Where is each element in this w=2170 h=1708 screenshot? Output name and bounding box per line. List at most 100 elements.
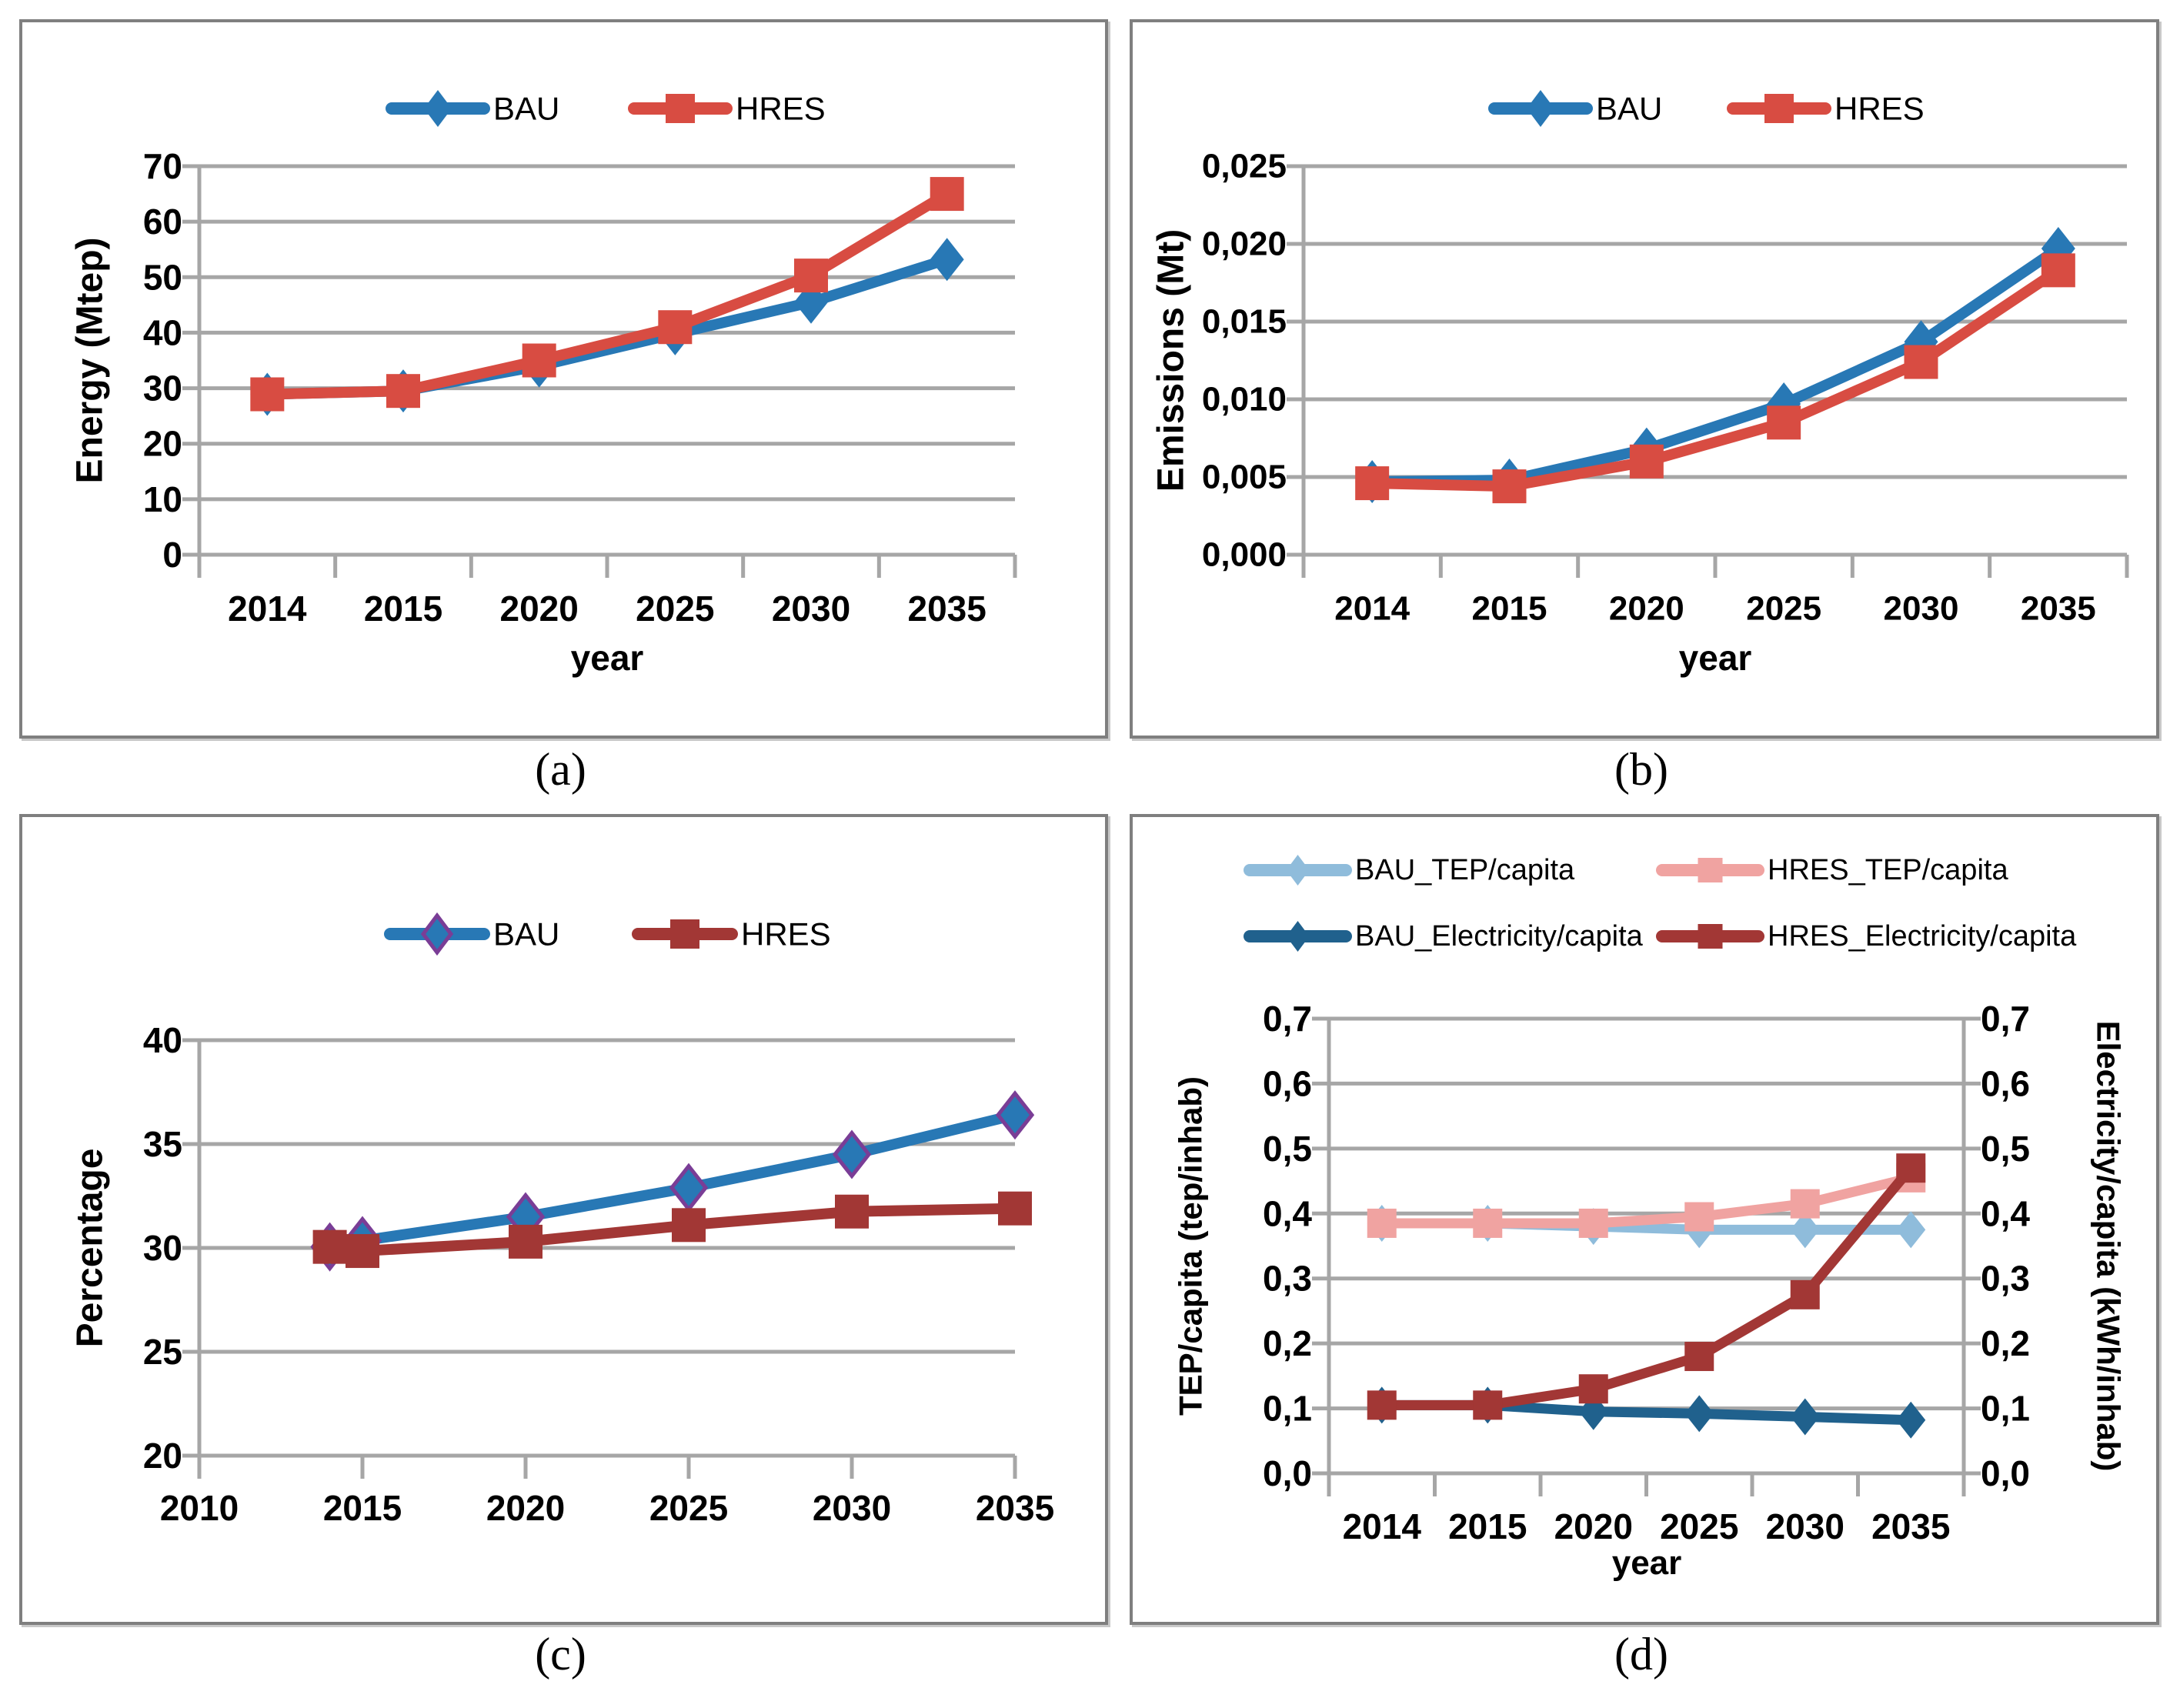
panel-a: 0 10 20 30 40 50 60 70 2014 2015 2020 2025 2030 2035 B… — [19, 19, 1108, 739]
legend-item: BAU_TEP/capita — [1244, 854, 1575, 886]
y-tick-label: 35 — [143, 1124, 182, 1164]
legend-label: BAU — [1596, 91, 1662, 127]
series-marker — [1286, 921, 1310, 952]
series-marker — [1473, 1208, 1503, 1238]
series-marker — [1767, 405, 1801, 440]
x-axis-title: year — [571, 638, 644, 678]
series-marker — [2041, 253, 2075, 288]
y-tick-label: 0,1 — [1263, 1389, 1312, 1429]
legend-item: HRES_Electricity/capita — [1656, 920, 2077, 952]
legend: BAU_TEP/capita HRES_TEP/capita BAU_Electri… — [1244, 854, 2077, 952]
x-tick-label: 2015 — [1448, 1506, 1527, 1546]
x-tick-label: 2025 — [649, 1488, 728, 1528]
series-marker — [424, 90, 452, 127]
series-line — [262, 254, 953, 400]
series-marker — [658, 310, 693, 345]
legend-label: BAU — [493, 91, 559, 127]
x-tick-label: 2030 — [1766, 1506, 1844, 1546]
series-marker — [522, 343, 556, 378]
y-grid-and-labels: 20 25 30 35 40 — [143, 1020, 1015, 1476]
y2-tick-label: 0,0 — [1981, 1453, 2030, 1493]
series-marker — [1492, 469, 1527, 504]
x-tick-label: 2014 — [1343, 1506, 1422, 1546]
series-hres-tep-capita — [1367, 1163, 1926, 1238]
series-marker — [1578, 1208, 1608, 1238]
caption-c: (c) — [535, 1629, 586, 1680]
legend-item: BAU — [1488, 90, 1662, 127]
legend-item: BAU — [386, 90, 559, 127]
y-tick-label: 30 — [143, 1228, 182, 1268]
x-axis-ticks-and-labels: 2014 2015 2020 2025 2030 2035 — [197, 555, 1017, 629]
y-tick-label: 70 — [143, 146, 182, 186]
y-tick-label: 40 — [143, 312, 182, 352]
x-tick-label: 2035 — [1871, 1506, 1950, 1546]
y-tick-label: 0,010 — [1202, 381, 1287, 419]
x-tick-label: 2015 — [1472, 590, 1547, 628]
series-marker — [386, 374, 420, 409]
series-hres — [250, 177, 964, 412]
series-marker — [1473, 1390, 1503, 1420]
series-marker — [1629, 444, 1664, 479]
series-hres-electricity-capita — [1367, 1153, 1926, 1420]
y2-tick-label: 0,1 — [1981, 1389, 2030, 1429]
x-tick-label: 2014 — [228, 589, 307, 629]
legend: BAU HRES — [386, 90, 826, 127]
series-marker — [1684, 1342, 1714, 1372]
legend-label: HRES_TEP/capita — [1768, 854, 2008, 886]
legend-label: HRES_Electricity/capita — [1768, 920, 2077, 952]
y-axis-title: Energy (Mtep) — [70, 237, 111, 483]
y-tick-label: 60 — [143, 202, 182, 242]
series-bau-electricity-capita — [1367, 1386, 1926, 1439]
y-tick-label: 0,7 — [1263, 999, 1312, 1039]
series-marker — [670, 919, 699, 949]
legend-label: HRES — [741, 916, 831, 952]
series-line — [262, 188, 953, 400]
x-tick-label: 2035 — [907, 589, 986, 629]
x-tick-label: 2030 — [772, 589, 850, 629]
x-tick-label: 2025 — [636, 589, 714, 629]
x-tick-label: 2010 — [160, 1488, 239, 1528]
series-marker — [1286, 855, 1310, 886]
panel-c: 20 25 30 35 40 2010 2015 2020 2025 2030 2035 BAU HRE… — [19, 814, 1108, 1625]
legend-item: HRES_TEP/capita — [1656, 854, 2008, 886]
series-marker — [250, 377, 285, 412]
series-marker — [1790, 1211, 1820, 1249]
y-tick-label: 10 — [143, 479, 182, 519]
series-marker — [1367, 1208, 1397, 1238]
y-tick-label: 0,3 — [1263, 1259, 1312, 1299]
series-marker — [346, 1234, 379, 1269]
series-marker — [835, 1194, 869, 1229]
series-line — [1367, 265, 2064, 492]
legend-item: HRES — [628, 91, 826, 127]
y-tick-label: 30 — [143, 369, 182, 409]
series-marker — [998, 1191, 1032, 1226]
series-marker — [1698, 858, 1723, 882]
y-tick-label: 0,2 — [1263, 1323, 1312, 1363]
x-tick-label: 2015 — [323, 1488, 402, 1528]
series-line — [1367, 243, 2064, 488]
y-tick-label: 40 — [143, 1020, 182, 1060]
y-tick-label: 0,020 — [1202, 225, 1287, 263]
y-grid-and-labels: 0,000 0,005 0,010 0,015 0,020 0,025 — [1202, 148, 2127, 574]
series-marker — [930, 238, 964, 282]
y-tick-label: 0,6 — [1263, 1063, 1312, 1103]
caption-a: (a) — [535, 744, 586, 795]
caption-b: (b) — [1614, 744, 1668, 795]
series-marker — [1764, 94, 1794, 123]
series-marker — [794, 259, 828, 293]
series-marker — [1896, 1153, 1926, 1183]
y-tick-label: 0,0 — [1263, 1453, 1312, 1493]
x-axis-ticks-and-labels: 2010 2015 2020 2025 2030 2035 — [160, 1456, 1054, 1528]
y-tick-label: 0,4 — [1263, 1193, 1312, 1233]
y-grid-and-labels: 0 10 20 30 40 50 60 70 — [143, 146, 1015, 575]
x-tick-label: 2025 — [1660, 1506, 1738, 1546]
y-tick-label: 0 — [162, 535, 182, 575]
series-marker — [1790, 1189, 1820, 1219]
legend-label: BAU_Electricity/capita — [1355, 920, 1644, 952]
x-tick-label: 2020 — [1609, 590, 1684, 628]
series-marker — [930, 177, 964, 212]
series-marker — [1367, 1390, 1397, 1420]
series-marker — [672, 1208, 706, 1243]
series-marker — [995, 1090, 1035, 1140]
